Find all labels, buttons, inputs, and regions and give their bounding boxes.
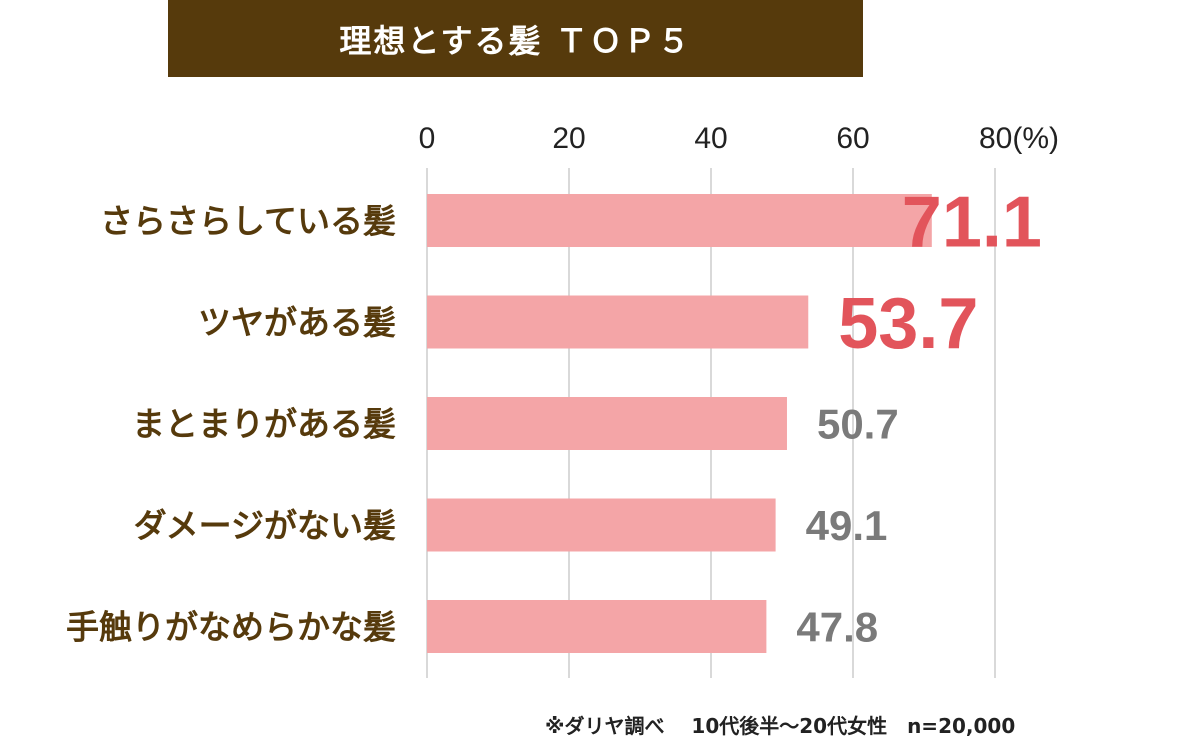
bar (427, 498, 776, 552)
bar (427, 397, 787, 450)
category-label: さらさらしている髪 (100, 202, 396, 241)
data-label: 53.7 (838, 284, 978, 364)
bar (427, 194, 932, 247)
category-label: ツヤがある髪 (198, 303, 396, 342)
category-label: ダメージがない髪 (134, 506, 396, 545)
category-label: 手触りがなめらかな髪 (66, 608, 396, 647)
x-tick-label: 80(%) (979, 122, 1059, 155)
data-label: 47.8 (796, 604, 878, 651)
x-tick-label: 40 (694, 122, 727, 155)
bar (427, 295, 809, 349)
footnote: ※ダリヤ調べ 10代後半～20代女性 n=20,000 (545, 714, 1016, 738)
x-tick-label: 60 (836, 122, 869, 155)
category-label: まとまりがある髪 (132, 405, 396, 444)
data-label: 49.1 (806, 502, 888, 549)
bar (427, 600, 767, 653)
x-tick-label: 20 (552, 122, 585, 155)
data-label: 50.7 (817, 401, 899, 448)
x-tick-label: 0 (419, 122, 436, 155)
data-label: 71.1 (902, 183, 1042, 263)
chart-title: 理想とする髪 ＴＯＰ５ (168, 0, 863, 77)
